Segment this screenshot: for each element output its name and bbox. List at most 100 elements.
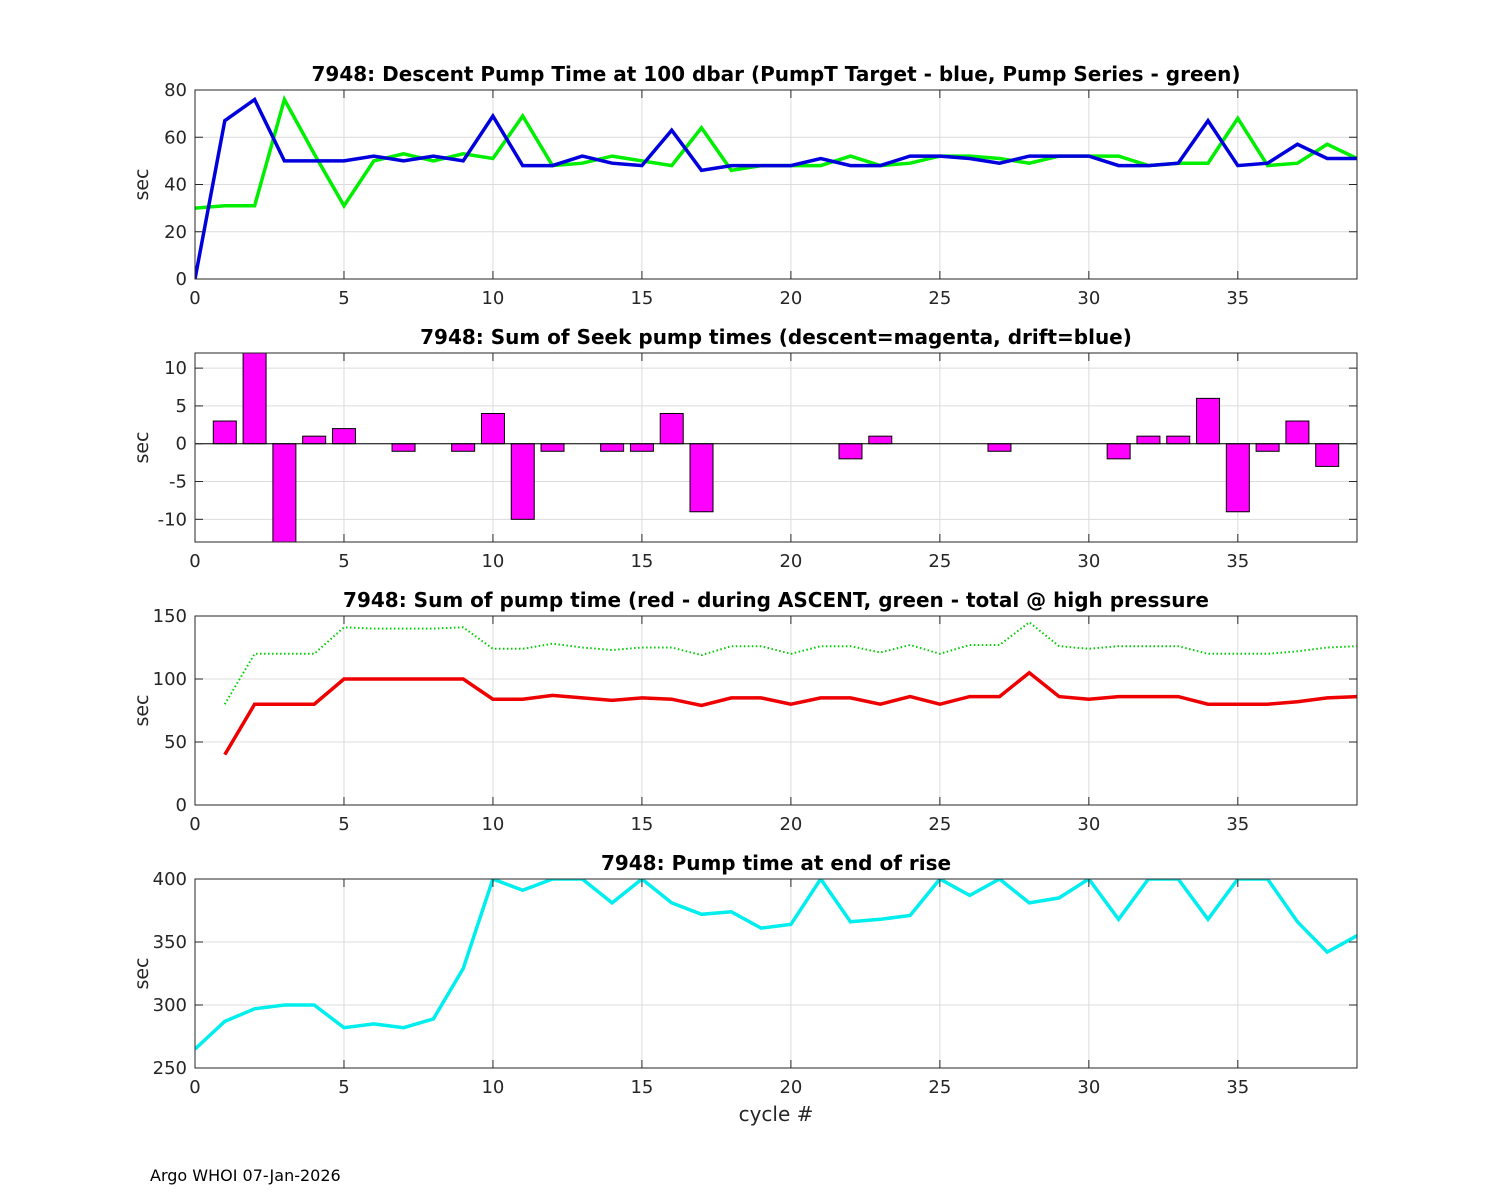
y-axis-label: sec — [131, 431, 153, 463]
chart-panel-1: 0 5 10 15 20 25 30 35 0 20 40 60 80 7948: Descent Pum… — [131, 62, 1358, 309]
x-tick-label: 35 — [1226, 1077, 1249, 1098]
bar — [689, 443, 714, 513]
chart-panel-3: 0 5 10 15 20 25 30 35 0 50 100 150 7948: Sum of pump… — [131, 588, 1358, 835]
bar — [480, 412, 505, 445]
bar — [242, 353, 267, 445]
plot-area — [195, 879, 1357, 1068]
bar — [540, 443, 565, 452]
axes-box — [194, 615, 1358, 806]
series-group — [212, 353, 1340, 542]
bar — [451, 443, 476, 452]
bar — [838, 443, 863, 460]
x-tick-label: 35 — [1226, 551, 1249, 572]
bar — [1285, 420, 1310, 445]
x-tick-label: 10 — [481, 1077, 504, 1098]
x-tick-label: 25 — [928, 288, 951, 309]
x-axis-label: cycle # — [739, 1102, 814, 1126]
x-tick-label: 5 — [338, 814, 349, 835]
x-tick-label: 10 — [481, 288, 504, 309]
y-tick-label: 0 — [176, 795, 187, 816]
x-tick-label: 5 — [338, 551, 349, 572]
x-tick-label: 30 — [1077, 814, 1100, 835]
y-tick-label: 350 — [153, 932, 187, 953]
y-tick-label: 150 — [153, 606, 187, 627]
x-tick-label: 25 — [928, 1077, 951, 1098]
chart-title: 7948: Sum of pump time (red - during ASC… — [343, 588, 1209, 612]
series-line-end-of-rise — [195, 879, 1357, 1051]
bar — [629, 443, 654, 452]
x-tick-label: 0 — [189, 288, 200, 309]
x-tick-label: 15 — [630, 551, 653, 572]
y-tick-label: 0 — [176, 269, 187, 290]
y-tick-label: 50 — [164, 732, 187, 753]
x-tick-label: 30 — [1077, 1077, 1100, 1098]
x-tick-label: 20 — [779, 814, 802, 835]
bar — [1225, 443, 1250, 513]
bar — [987, 443, 1012, 452]
y-tick-label: 60 — [164, 127, 187, 148]
y-tick-label: 400 — [153, 869, 187, 890]
x-tick-label: 35 — [1226, 814, 1249, 835]
y-tick-label: -5 — [169, 472, 187, 493]
bar — [1166, 435, 1191, 445]
chart-title: 7948: Descent Pump Time at 100 dbar (Pum… — [312, 62, 1241, 86]
y-tick-label: 0 — [176, 434, 187, 455]
x-tick-label: 5 — [338, 1077, 349, 1098]
chart-title: 7948: Pump time at end of rise — [601, 851, 951, 875]
x-tick-label: 20 — [779, 1077, 802, 1098]
bar — [600, 443, 625, 452]
plot-area — [195, 616, 1357, 805]
chart-panel-2: 0 5 10 15 20 25 30 35 -10 -5 0 5 10 7948: Sum of Seek… — [131, 325, 1358, 572]
y-tick-label: 40 — [164, 175, 187, 196]
series-line-total-high-pressure — [223, 621, 1357, 705]
x-tick-label: 15 — [630, 814, 653, 835]
bar — [1255, 443, 1280, 452]
bar — [868, 435, 893, 445]
plot-area — [195, 353, 1357, 542]
bar — [1196, 397, 1221, 445]
series-group — [195, 94, 1357, 279]
bar — [659, 412, 684, 445]
y-tick-label: -10 — [158, 509, 187, 530]
bar — [1136, 435, 1161, 445]
series-group — [195, 879, 1357, 1051]
y-tick-label: 300 — [153, 995, 187, 1016]
x-tick-label: 25 — [928, 814, 951, 835]
x-tick-label: 5 — [338, 288, 349, 309]
y-axis-label: sec — [131, 694, 153, 726]
y-axis-label: sec — [131, 168, 153, 200]
x-tick-label: 25 — [928, 551, 951, 572]
y-axis-label: sec — [131, 957, 153, 989]
bar — [302, 435, 327, 445]
y-tick-label: 80 — [164, 80, 187, 101]
footer-credit: Argo WHOI 07-Jan-2026 — [150, 1166, 341, 1185]
chart-panel-4: 0 5 10 15 20 25 30 35 250 300 350 400 7948: Pump tim… — [131, 851, 1358, 1126]
x-tick-label: 30 — [1077, 551, 1100, 572]
bar — [331, 428, 356, 445]
x-tick-label: 15 — [630, 1077, 653, 1098]
x-tick-label: 0 — [189, 1077, 200, 1098]
series-line-during-ascent — [223, 670, 1357, 756]
bar — [391, 443, 416, 452]
bar — [212, 420, 237, 445]
chart-title: 7948: Sum of Seek pump times (descent=ma… — [420, 325, 1132, 349]
x-tick-label: 15 — [630, 288, 653, 309]
x-tick-label: 20 — [779, 551, 802, 572]
x-tick-label: 0 — [189, 551, 200, 572]
bar — [272, 443, 297, 542]
y-tick-label: 250 — [153, 1058, 187, 1079]
x-tick-label: 10 — [481, 814, 504, 835]
x-tick-label: 10 — [481, 551, 504, 572]
series-group — [223, 621, 1357, 756]
y-tick-label: 20 — [164, 222, 187, 243]
y-tick-label: 5 — [176, 396, 187, 417]
axes-box — [194, 352, 1358, 543]
axes-box — [194, 878, 1358, 1069]
x-tick-label: 0 — [189, 814, 200, 835]
series-line-pumpt-target — [195, 96, 1357, 279]
x-tick-label: 20 — [779, 288, 802, 309]
bar — [1106, 443, 1131, 460]
bar — [510, 443, 535, 520]
y-tick-label: 10 — [164, 358, 187, 379]
